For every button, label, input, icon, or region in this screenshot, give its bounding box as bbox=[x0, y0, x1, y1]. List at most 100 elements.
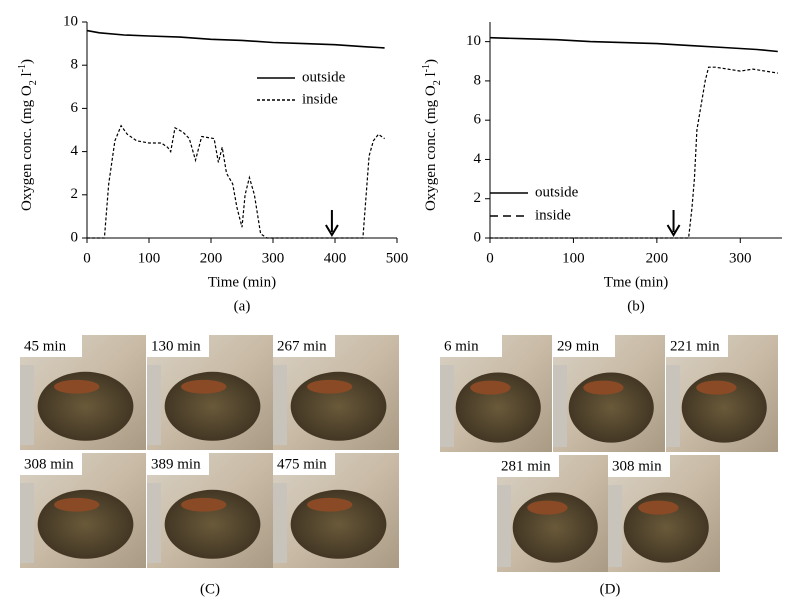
mussel-gape bbox=[470, 380, 511, 395]
y-tick-label: 0 bbox=[71, 229, 79, 245]
photo: 475 min bbox=[273, 453, 399, 568]
y-axis-label-part: l bbox=[423, 72, 439, 80]
panel-caption: (C) bbox=[200, 581, 220, 597]
y-axis-label-part: -1 bbox=[17, 64, 28, 72]
photo: 45 min bbox=[20, 335, 146, 450]
ruler bbox=[20, 483, 34, 563]
y-tick-label: 8 bbox=[474, 72, 482, 88]
y-tick-label: 10 bbox=[63, 13, 78, 29]
x-tick-label: 200 bbox=[200, 250, 223, 266]
photo-label-bg bbox=[666, 335, 728, 357]
photo: 267 min bbox=[273, 335, 399, 450]
data-line bbox=[86, 29, 385, 49]
y-axis-label-part: Oxygen conc. (mg O bbox=[19, 85, 35, 211]
y-axis-label-part: l bbox=[19, 72, 35, 80]
photo-label: 6 min bbox=[444, 338, 479, 354]
photo-label-bg bbox=[147, 335, 209, 357]
photo-label-bg bbox=[608, 455, 670, 477]
y-axis-label-part: Oxygen conc. (mg O bbox=[423, 85, 439, 211]
y-tick-label: 4 bbox=[71, 143, 79, 159]
x-tick-label: 300 bbox=[262, 250, 285, 266]
y-tick-label: 0 bbox=[474, 229, 482, 245]
mussel-gape bbox=[181, 497, 227, 512]
y-tick-label: 2 bbox=[71, 186, 79, 202]
x-axis-label: Time (min) bbox=[208, 274, 276, 290]
photo-label: 389 min bbox=[151, 456, 201, 472]
photo-label: 308 min bbox=[612, 458, 662, 474]
photo: 308 min bbox=[608, 455, 720, 572]
panel-label: (a) bbox=[234, 298, 251, 314]
y-tick-label: 6 bbox=[474, 112, 482, 128]
y-axis-label: Oxygen conc. (mg O2 l-1) bbox=[17, 59, 39, 211]
arrow-head bbox=[325, 224, 339, 237]
y-axis-label-part: 2 bbox=[432, 80, 443, 85]
panel-label: (b) bbox=[627, 298, 645, 314]
y-axis-label-part: -1 bbox=[421, 64, 432, 72]
photo-label: 308 min bbox=[24, 456, 74, 472]
mussel-gape bbox=[527, 500, 568, 515]
x-tick-label: 100 bbox=[138, 250, 161, 266]
x-tick-label: 300 bbox=[729, 250, 752, 266]
mussel-gape bbox=[54, 497, 100, 512]
mussel-gape bbox=[638, 500, 679, 515]
y-tick-label: 2 bbox=[474, 190, 482, 206]
x-tick-label: 100 bbox=[562, 250, 585, 266]
ruler bbox=[20, 365, 34, 445]
x-tick-label: 0 bbox=[486, 250, 494, 266]
panel-caption: (D) bbox=[600, 581, 621, 597]
photo-label-bg bbox=[440, 335, 502, 357]
ruler bbox=[553, 365, 567, 447]
photo-label: 130 min bbox=[151, 338, 201, 354]
x-tick-label: 200 bbox=[646, 250, 669, 266]
ruler bbox=[666, 365, 680, 447]
photo: 6 min bbox=[440, 335, 552, 452]
y-tick-label: 4 bbox=[474, 151, 482, 167]
mussel-gape bbox=[696, 380, 737, 395]
x-tick-label: 500 bbox=[386, 250, 409, 266]
photo-label-bg bbox=[20, 335, 82, 357]
photo-label-bg bbox=[147, 453, 209, 475]
photo: 281 min bbox=[497, 455, 609, 572]
photo: 29 min bbox=[553, 335, 665, 452]
y-tick-label: 8 bbox=[71, 57, 79, 73]
photo-label: 29 min bbox=[557, 338, 600, 354]
legend-label: inside bbox=[302, 91, 338, 107]
photo-label-bg bbox=[273, 335, 335, 357]
photo-label: 267 min bbox=[277, 338, 327, 354]
photo-label: 221 min bbox=[670, 338, 720, 354]
mussel-gape bbox=[181, 379, 227, 394]
photo-label: 475 min bbox=[277, 456, 327, 472]
x-tick-label: 400 bbox=[324, 250, 347, 266]
arrow-head bbox=[666, 224, 681, 237]
photo-label: 281 min bbox=[501, 458, 551, 474]
data-line bbox=[489, 36, 778, 53]
photo-label: 45 min bbox=[24, 338, 67, 354]
legend-label: inside bbox=[535, 207, 571, 223]
ruler bbox=[273, 483, 287, 563]
ruler bbox=[147, 365, 161, 445]
photo-label-bg bbox=[497, 455, 559, 477]
ruler bbox=[147, 483, 161, 563]
y-tick-label: 10 bbox=[466, 33, 481, 49]
photo: 389 min bbox=[147, 453, 273, 568]
photo-label-bg bbox=[20, 453, 82, 475]
data-line bbox=[87, 124, 385, 239]
photo: 130 min bbox=[147, 335, 273, 450]
y-tick-label: 6 bbox=[71, 100, 79, 116]
x-tick-label: 0 bbox=[83, 250, 91, 266]
mussel-gape bbox=[307, 497, 353, 512]
y-axis-label-part: ) bbox=[423, 59, 439, 64]
ruler bbox=[608, 485, 622, 567]
ruler bbox=[273, 365, 287, 445]
photo: 308 min bbox=[20, 453, 146, 568]
y-axis-label: Oxygen conc. (mg O2 l-1) bbox=[421, 59, 443, 211]
photo-label-bg bbox=[553, 335, 615, 357]
ruler bbox=[440, 365, 454, 447]
legend-label: outside bbox=[535, 184, 579, 200]
data-line bbox=[490, 66, 778, 239]
photo: 221 min bbox=[666, 335, 778, 452]
ruler bbox=[497, 485, 511, 567]
mussel-gape bbox=[54, 379, 100, 394]
mussel-gape bbox=[583, 380, 624, 395]
